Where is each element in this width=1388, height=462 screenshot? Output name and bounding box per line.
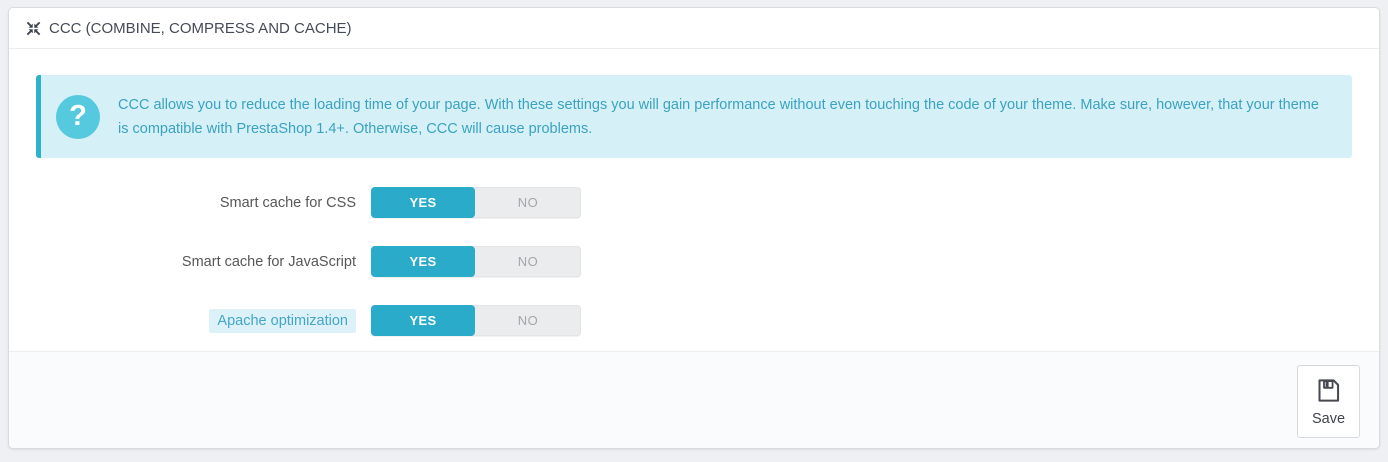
toggle-no-option[interactable]: NO xyxy=(517,195,539,210)
info-alert-text: CCC allows you to reduce the loading tim… xyxy=(118,96,1319,137)
floppy-disk-icon xyxy=(1315,377,1342,411)
label-apache-optimization: Apache optimization xyxy=(9,308,356,333)
compress-icon xyxy=(25,20,42,37)
form-row: Smart cache for CSS YES NO xyxy=(9,187,1379,218)
toggle-no-option[interactable]: NO xyxy=(517,254,539,269)
toggle-apache-optimization[interactable]: YES NO xyxy=(371,305,581,336)
panel-title: CCC (COMBINE, COMPRESS AND CACHE) xyxy=(49,20,352,37)
info-alert: ? CCC allows you to reduce the loading t… xyxy=(36,75,1352,158)
toggle-no-option[interactable]: NO xyxy=(517,313,539,328)
toggle-smart-cache-javascript[interactable]: YES NO xyxy=(371,246,581,277)
label-smart-cache-css: Smart cache for CSS xyxy=(219,194,356,211)
toggle-smart-cache-css[interactable]: YES NO xyxy=(371,187,581,218)
question-mark-icon: ? xyxy=(56,94,100,139)
ccc-settings-form: Smart cache for CSS YES NO Smart cache f… xyxy=(9,187,1379,336)
toggle-yes-option[interactable]: YES xyxy=(371,187,475,218)
save-button-label: Save xyxy=(1311,410,1346,427)
toggle-yes-option[interactable]: YES xyxy=(371,246,475,277)
form-row: Apache optimization YES NO xyxy=(9,305,1379,336)
panel-footer: Save xyxy=(9,351,1379,448)
panel-header: CCC (COMBINE, COMPRESS AND CACHE) xyxy=(9,8,1379,49)
label-smart-cache-javascript: Smart cache for JavaScript xyxy=(181,253,356,270)
ccc-settings-panel: CCC (COMBINE, COMPRESS AND CACHE) ? CCC … xyxy=(8,7,1380,449)
form-row: Smart cache for JavaScript YES NO xyxy=(9,246,1379,277)
toggle-yes-option[interactable]: YES xyxy=(371,305,475,336)
save-button[interactable]: Save xyxy=(1297,365,1360,438)
